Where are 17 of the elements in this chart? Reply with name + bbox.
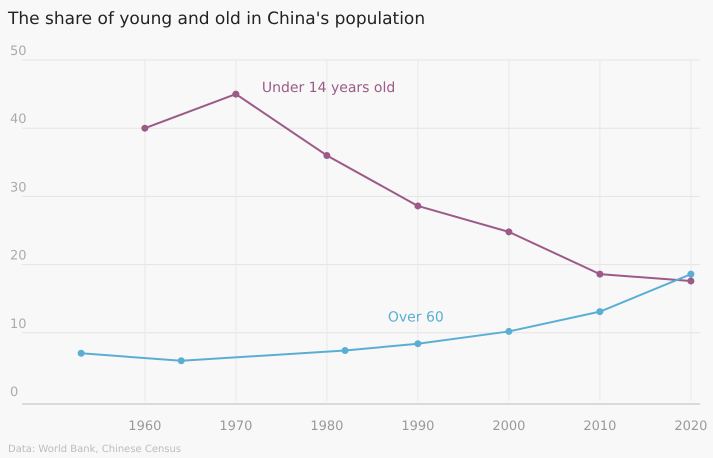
series-label: Under 14 years old — [262, 80, 396, 96]
x-tick-label: 2020 — [674, 419, 708, 434]
text: Data: World Bank, Chinese Census — [8, 444, 182, 455]
y-tick-label: 0 — [10, 385, 18, 400]
y-tick-label: 40 — [10, 112, 27, 128]
x-tick-label: 1980 — [310, 419, 344, 434]
x-tick-label: 1990 — [401, 419, 434, 434]
y-tick-label: 30 — [10, 180, 27, 196]
y-tick-label: 20 — [10, 248, 27, 264]
x-tick-label: 2000 — [492, 419, 526, 434]
y-tick-label: 50 — [10, 44, 27, 59]
chart-title: The share of young and old in China's population — [7, 9, 426, 29]
series-label: Over 60 — [388, 310, 444, 326]
x-tick-label: 1970 — [219, 419, 252, 434]
x-tick-label: 2010 — [583, 419, 616, 434]
x-tick-label: 1960 — [128, 419, 162, 434]
y-tick-label: 10 — [10, 316, 27, 332]
